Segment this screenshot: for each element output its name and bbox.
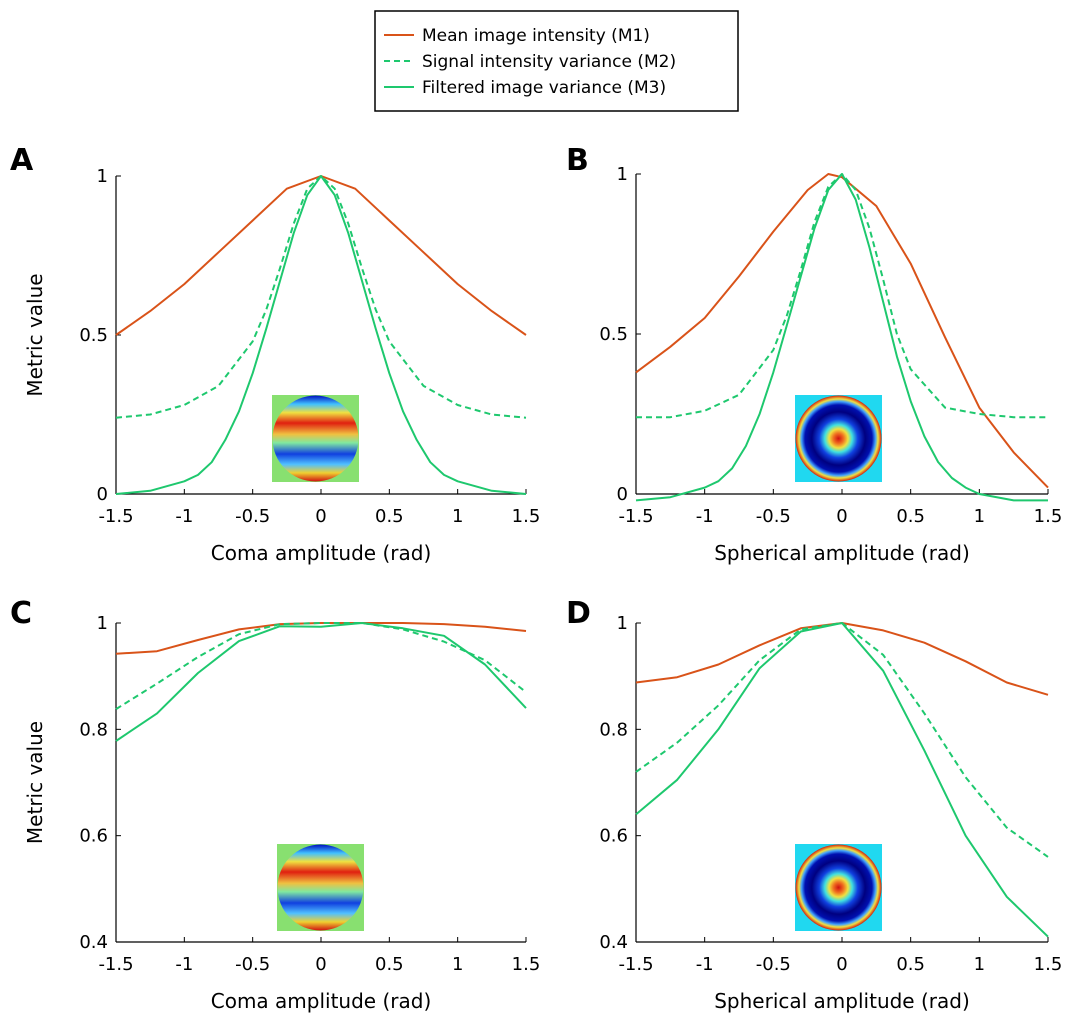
x-axis-label: Spherical amplitude (rad) bbox=[714, 541, 970, 565]
x-tick-label: -1 bbox=[696, 506, 714, 527]
x-tick-label: 0.5 bbox=[375, 954, 404, 975]
series-line-m1 bbox=[115, 175, 527, 336]
x-tick-label: -1.5 bbox=[618, 954, 653, 975]
x-axis-label: Spherical amplitude (rad) bbox=[714, 989, 970, 1013]
x-tick-label: 0.5 bbox=[375, 506, 404, 527]
y-tick-label: 0 bbox=[97, 484, 108, 505]
series-line-m2 bbox=[636, 173, 1048, 419]
x-tick-label: 1 bbox=[452, 954, 463, 975]
x-axis-label: Coma amplitude (rad) bbox=[211, 989, 432, 1013]
panel-letter-a: A bbox=[10, 143, 34, 178]
x-tick-label: -1.5 bbox=[618, 506, 653, 527]
x-tick-label: -1 bbox=[696, 954, 714, 975]
x-tick-label: 1 bbox=[974, 954, 985, 975]
x-tick-label: -0.5 bbox=[756, 954, 791, 975]
series-line-m1 bbox=[635, 173, 1049, 489]
panel-letter-b: B bbox=[566, 143, 589, 178]
x-tick-label: 1 bbox=[452, 506, 463, 527]
x-tick-label: -0.5 bbox=[235, 954, 270, 975]
series-line-m2 bbox=[115, 175, 527, 419]
y-tick-label: 0.8 bbox=[599, 719, 628, 740]
x-tick-label: 1.5 bbox=[1034, 506, 1063, 527]
y-tick-label: 0.4 bbox=[79, 932, 108, 953]
x-tick-label: -0.5 bbox=[756, 506, 791, 527]
series-line-m2 bbox=[115, 622, 527, 710]
series-line-m1 bbox=[115, 622, 527, 655]
spherical-inset-image bbox=[795, 844, 882, 931]
spherical-inset-image bbox=[795, 395, 882, 482]
panel-letter-c: C bbox=[10, 596, 32, 631]
x-tick-label: 0 bbox=[315, 954, 326, 975]
y-tick-label: 0 bbox=[617, 484, 628, 505]
x-axis-label: Coma amplitude (rad) bbox=[211, 541, 432, 565]
y-axis-label: Metric value bbox=[23, 721, 47, 844]
legend-label-m3: Filtered image variance (M3) bbox=[422, 78, 666, 98]
y-tick-label: 0.6 bbox=[79, 826, 108, 847]
series-line-m1 bbox=[635, 622, 1049, 696]
x-tick-label: 1 bbox=[974, 506, 985, 527]
legend-label-m2: Signal intensity variance (M2) bbox=[422, 52, 676, 72]
y-tick-label: 0.5 bbox=[599, 324, 628, 345]
series-line-m3 bbox=[635, 622, 1049, 938]
y-tick-label: 1 bbox=[97, 613, 108, 634]
series-line-m2 bbox=[635, 622, 1049, 858]
x-tick-label: -0.5 bbox=[235, 506, 270, 527]
coma-inset-image bbox=[277, 844, 364, 931]
x-tick-label: -1.5 bbox=[98, 506, 133, 527]
series-line-m3 bbox=[115, 622, 527, 742]
y-tick-label: 0.8 bbox=[79, 719, 108, 740]
legend-label-m1: Mean image intensity (M1) bbox=[422, 26, 650, 46]
x-tick-label: 0 bbox=[315, 506, 326, 527]
x-tick-label: 0.5 bbox=[896, 506, 925, 527]
x-tick-label: -1 bbox=[175, 506, 193, 527]
legend: Mean image intensity (M1) Signal intensi… bbox=[374, 10, 739, 112]
y-tick-label: 1 bbox=[617, 613, 628, 634]
legend-box bbox=[374, 10, 739, 112]
panel-c: -1.5 -1 -0.5 0 0.5 1 1.5 0.4 0.6 0.8 1 Coma amplitu… bbox=[23, 613, 540, 1013]
x-tick-label: 1.5 bbox=[512, 506, 541, 527]
series-line-m3 bbox=[115, 175, 527, 495]
x-tick-label: 1.5 bbox=[512, 954, 541, 975]
coma-inset-image bbox=[272, 395, 359, 482]
x-tick-label: 0.5 bbox=[896, 954, 925, 975]
y-tick-label: 1 bbox=[617, 164, 628, 185]
x-tick-label: 0 bbox=[836, 954, 847, 975]
x-tick-label: 0 bbox=[836, 506, 847, 527]
y-tick-label: 0.4 bbox=[599, 932, 628, 953]
x-tick-label: -1 bbox=[175, 954, 193, 975]
x-tick-label: 1.5 bbox=[1034, 954, 1063, 975]
y-tick-label: 1 bbox=[97, 166, 108, 187]
panel-a: -1.5 -1 -0.5 0 0.5 1 1.5 0 0.5 1 Coma amplitude (r… bbox=[23, 166, 540, 565]
x-tick-label: -1.5 bbox=[98, 954, 133, 975]
y-tick-label: 0.6 bbox=[599, 826, 628, 847]
series-line-m3 bbox=[635, 173, 1048, 502]
y-axis-label: Metric value bbox=[23, 273, 47, 396]
panel-letter-d: D bbox=[566, 596, 591, 631]
y-tick-label: 0.5 bbox=[79, 325, 108, 346]
